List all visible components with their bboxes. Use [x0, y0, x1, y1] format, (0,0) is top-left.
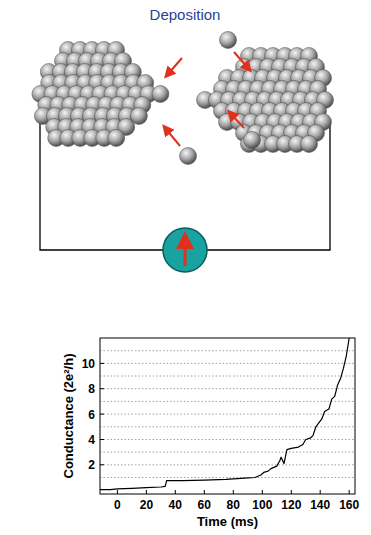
y-tick-label: 10: [82, 357, 96, 371]
x-axis-title: Time (ms): [197, 514, 258, 529]
atom: [244, 132, 261, 149]
minor-grid: [100, 350, 355, 351]
conductance-trace: [100, 338, 349, 490]
arrow: [231, 114, 244, 128]
x-tick-label: 160: [339, 498, 359, 512]
source: [163, 228, 207, 272]
minor-grid: [100, 477, 355, 478]
diagram-title: Deposition: [150, 6, 221, 23]
x-tick: [117, 490, 118, 494]
x-tick-label: 100: [252, 498, 272, 512]
x-tick-label: 20: [140, 498, 154, 512]
y-tick-label: 4: [88, 433, 95, 447]
y-tick: [100, 388, 104, 389]
x-tick: [204, 490, 205, 494]
chart: 246810020406080100120140160Time (ms)Cond…: [61, 338, 359, 529]
x-tick-label: 40: [169, 498, 183, 512]
grid-line: [100, 363, 355, 364]
canvas: Deposition246810020406080100120140160Tim…: [0, 0, 371, 535]
grid-line: [100, 464, 355, 465]
x-tick-label: 0: [114, 498, 121, 512]
plot-frame: [100, 338, 355, 494]
y-tick-label: 6: [88, 408, 95, 422]
x-tick-label: 60: [198, 498, 212, 512]
x-tick: [175, 490, 176, 494]
figure: Deposition246810020406080100120140160Tim…: [0, 0, 371, 535]
diagram: [32, 32, 334, 273]
atom: [220, 32, 237, 49]
y-tick-label: 2: [88, 458, 95, 472]
y-axis-title: Conductance (2e²/h): [61, 354, 76, 479]
y-tick: [100, 414, 104, 415]
wire: [207, 122, 330, 250]
atom: [180, 148, 197, 165]
data-group: [100, 338, 349, 490]
x-tick: [146, 490, 147, 494]
arrow: [166, 129, 180, 146]
minor-grid: [100, 401, 355, 402]
x-tick: [233, 490, 234, 494]
source-arrow: [184, 240, 187, 266]
y-tick: [100, 363, 104, 364]
grid-line: [100, 414, 355, 415]
x-tick: [262, 490, 263, 494]
x-tick-label: 80: [227, 498, 241, 512]
y-tick: [100, 439, 104, 440]
minor-grid: [100, 376, 355, 377]
minor-grid: [100, 452, 355, 453]
grid-line: [100, 388, 355, 389]
x-tick: [320, 490, 321, 494]
wire: [40, 112, 163, 250]
y-tick-label: 8: [88, 382, 95, 396]
x-tick-label: 120: [281, 498, 301, 512]
x-tick: [291, 490, 292, 494]
atom: [301, 136, 318, 153]
atom: [152, 86, 169, 103]
y-tick: [100, 464, 104, 465]
arrow: [234, 52, 248, 68]
x-tick-label: 140: [310, 498, 330, 512]
arrow: [168, 58, 182, 74]
grid-line: [100, 439, 355, 440]
atom: [108, 130, 125, 147]
x-tick: [349, 490, 350, 494]
